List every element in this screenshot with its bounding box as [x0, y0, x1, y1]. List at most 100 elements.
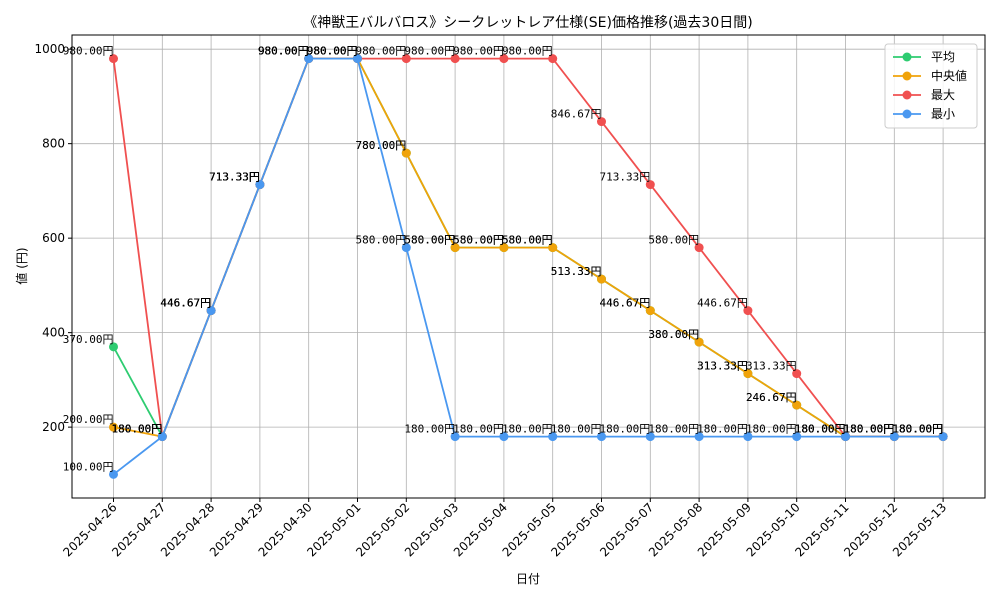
- plot-frame: [71, 34, 986, 499]
- data-point: [157, 432, 167, 442]
- x-axis-title: 日付: [516, 572, 540, 586]
- data-point: [743, 306, 753, 316]
- data-label: 980.00円: [307, 45, 358, 58]
- data-label: 180.00円: [795, 423, 846, 436]
- data-label: 180.00円: [795, 423, 846, 436]
- data-point: [597, 432, 606, 442]
- data-label: 980.00円: [307, 45, 358, 58]
- data-label: 380.00円: [648, 328, 699, 341]
- data-point: [694, 337, 704, 347]
- data-point: [450, 432, 460, 442]
- data-label: 370.00円: [63, 333, 114, 346]
- data-point: [206, 306, 216, 316]
- data-label: 580.00円: [356, 234, 407, 247]
- data-label: 580.00円: [648, 234, 699, 247]
- data-point: [353, 54, 362, 64]
- data-label: 180.00円: [844, 423, 895, 436]
- data-point: [499, 243, 509, 253]
- data-label: 446.67円: [600, 297, 651, 310]
- data-point: [109, 54, 118, 64]
- data-label: 980.00円: [63, 45, 114, 58]
- y-tick-label: 1000: [34, 42, 65, 56]
- data-label: 446.67円: [160, 297, 211, 310]
- data-label: 980.00円: [258, 45, 309, 58]
- data-label: 180.00円: [892, 423, 943, 436]
- data-label: 446.67円: [160, 297, 211, 310]
- data-point: [645, 180, 655, 190]
- data-label: 980.00円: [307, 45, 358, 58]
- data-label: 513.33円: [551, 265, 602, 278]
- data-label: 246.67円: [746, 391, 797, 404]
- series-layer: [109, 54, 948, 479]
- data-label: 846.67円: [551, 108, 602, 121]
- legend-box: [884, 43, 978, 129]
- data-label: 980.00円: [356, 45, 407, 58]
- data-point: [938, 432, 948, 442]
- data-label: 980.00円: [258, 45, 309, 58]
- data-point: [304, 54, 314, 64]
- data-label: 180.00円: [795, 423, 846, 436]
- data-label: 980.00円: [453, 45, 504, 58]
- legend-label: 平均: [931, 50, 955, 64]
- data-point: [499, 432, 509, 442]
- data-label: 313.33円: [746, 360, 797, 373]
- data-label: 180.00円: [697, 423, 748, 436]
- data-label: 246.67円: [746, 391, 797, 404]
- data-label: 180.00円: [844, 423, 895, 436]
- data-label: 180.00円: [502, 423, 553, 436]
- data-label: 980.00円: [307, 45, 358, 58]
- data-point: [109, 342, 118, 352]
- legend-marker: [902, 90, 912, 100]
- data-point: [694, 432, 704, 442]
- data-point: [743, 369, 753, 379]
- series-line: [112, 57, 944, 476]
- data-point: [499, 54, 509, 64]
- data-label: 580.00円: [404, 234, 455, 247]
- data-point: [109, 422, 118, 432]
- data-point: [792, 369, 802, 379]
- y-tick-label: 400: [42, 326, 65, 340]
- chart-title: 《神獣王バルバロス》シークレットレア仕様(SE)価格推移(過去30日間): [303, 15, 752, 31]
- data-label: 180.00円: [600, 423, 651, 436]
- data-label: 180.00円: [112, 423, 163, 436]
- data-label: 446.67円: [160, 297, 211, 310]
- data-label: 713.33円: [209, 171, 260, 184]
- data-label: 180.00円: [892, 423, 943, 436]
- legend-label: 中央値: [931, 68, 967, 83]
- data-point: [401, 148, 411, 158]
- data-label: 713.33円: [209, 171, 260, 184]
- data-point: [597, 274, 606, 284]
- data-label: 980.00円: [258, 45, 309, 58]
- data-label: 713.33円: [209, 171, 260, 184]
- data-label: 180.00円: [892, 423, 943, 436]
- data-point: [255, 180, 265, 190]
- data-point: [109, 469, 118, 479]
- data-point: [841, 432, 850, 442]
- data-label: 313.33円: [697, 360, 748, 373]
- data-point: [450, 54, 460, 64]
- data-label: 180.00円: [404, 423, 455, 436]
- data-point: [792, 432, 802, 442]
- y-axis-title: 値 (円): [14, 247, 29, 284]
- data-label: 180.00円: [453, 423, 504, 436]
- data-label: 180.00円: [112, 423, 163, 436]
- data-label: 780.00円: [356, 139, 407, 152]
- data-label: 580.00円: [404, 234, 455, 247]
- legend-marker: [902, 109, 912, 119]
- data-label: 100.00円: [63, 460, 114, 473]
- data-label: 180.00円: [844, 423, 895, 436]
- data-label: 446.67円: [160, 297, 211, 310]
- data-point: [548, 432, 558, 442]
- data-label: 180.00円: [551, 423, 602, 436]
- data-point: [401, 54, 411, 64]
- y-tick-label: 800: [42, 137, 65, 151]
- data-label: 980.00円: [502, 45, 553, 58]
- data-label: 180.00円: [746, 423, 797, 436]
- data-label: 713.33円: [600, 171, 651, 184]
- y-tick-label: 600: [42, 231, 65, 245]
- data-label: 313.33円: [697, 360, 748, 373]
